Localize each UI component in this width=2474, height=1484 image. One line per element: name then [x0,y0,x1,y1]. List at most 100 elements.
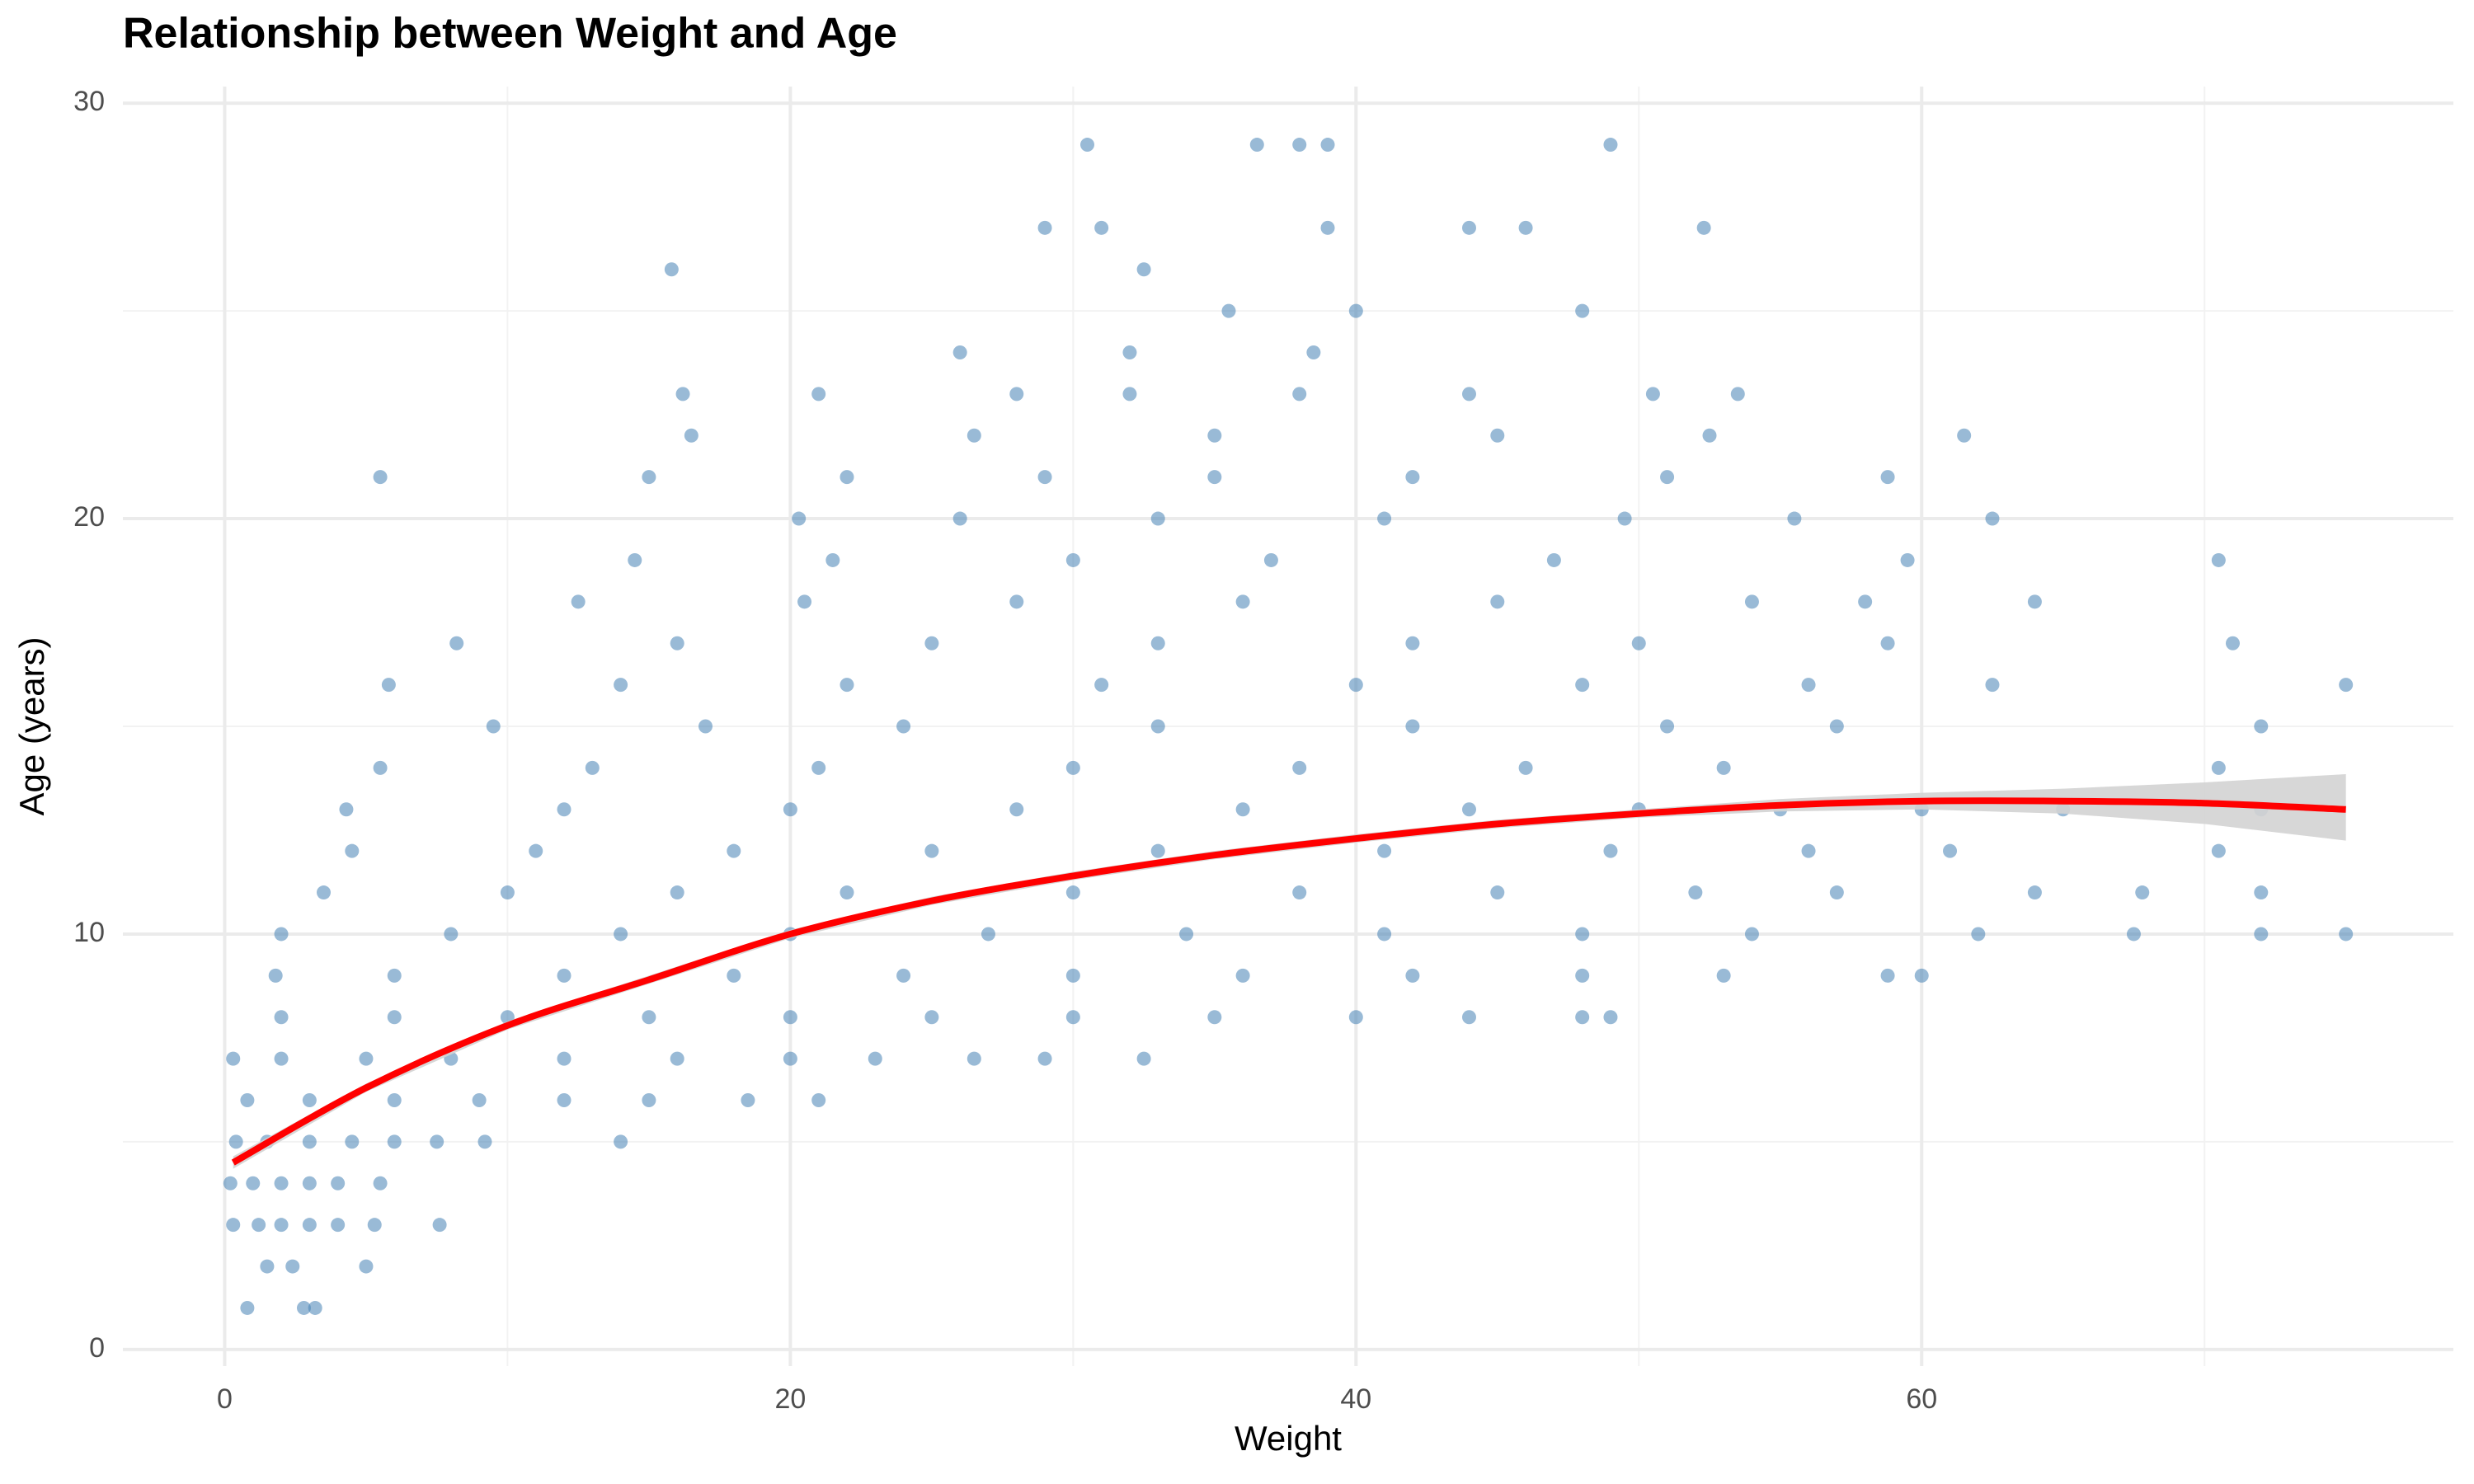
data-point [811,760,826,775]
data-point [684,428,698,443]
data-point [223,1176,238,1190]
x-tick-label: 60 [1906,1383,1937,1415]
data-point [373,760,388,775]
data-point [670,636,684,650]
data-point [2254,885,2269,900]
data-point [1985,511,2000,526]
data-point [1490,428,1505,443]
data-point [387,1134,402,1149]
data-point [444,927,459,942]
data-point [1575,303,1590,318]
data-point [1207,470,1222,485]
data-point [268,968,283,983]
data-point [614,678,628,693]
data-point [1575,968,1590,983]
data-point [783,1051,797,1066]
data-point [308,1300,322,1315]
y-tick-label: 10 [73,917,105,948]
data-point [373,1176,388,1190]
data-point [1645,387,1660,402]
data-point [840,885,854,900]
data-point [1207,428,1222,443]
data-point [664,262,679,277]
data-point [432,1218,447,1233]
data-point [1518,760,1533,775]
data-point [373,470,388,485]
data-point [1405,470,1420,485]
data-point [1079,138,1094,153]
data-point [1787,511,1802,526]
data-point [359,1259,374,1274]
data-point [1716,760,1731,775]
data-point [240,1300,255,1315]
data-point [1179,927,1194,942]
data-point [1094,678,1109,693]
data-point [1320,220,1335,235]
y-tick-label: 30 [73,86,105,117]
data-point [1065,885,1080,900]
data-point [1575,927,1590,942]
data-point [1730,387,1745,402]
data-point [952,345,967,359]
data-point [1943,843,1958,858]
data-point [449,636,464,650]
x-tick-label: 20 [774,1383,806,1415]
x-tick-label: 0 [217,1383,233,1415]
data-point [1617,511,1632,526]
data-point [240,1093,255,1108]
data-point [1150,843,1165,858]
data-point [868,1051,882,1066]
data-point [1150,636,1165,650]
data-point [345,1134,360,1149]
data-point [797,594,812,609]
data-point [1122,345,1137,359]
data-point [1377,843,1392,858]
data-point [486,719,501,734]
data-point [1235,594,1250,609]
data-point [1292,387,1307,402]
data-point [1461,802,1476,817]
data-point [2126,927,2141,942]
data-point [1631,636,1646,650]
data-point [1037,470,1052,485]
data-point [727,843,741,858]
data-point [614,927,628,942]
data-point [1009,802,1024,817]
data-point [557,1093,571,1108]
data-point [675,387,690,402]
data-point [811,387,826,402]
y-tick-label: 0 [89,1332,105,1364]
data-point [1461,220,1476,235]
data-point [825,552,840,567]
data-point [1292,138,1307,153]
data-point [381,678,396,693]
data-point [1037,220,1052,235]
data-point [1348,303,1363,318]
data-point [1136,1051,1151,1066]
data-point [896,968,911,983]
data-point [228,1134,243,1149]
data-point [557,968,571,983]
data-point [1122,387,1137,402]
data-point [1688,885,1703,900]
data-point [1603,1010,1618,1025]
data-point [1546,552,1561,567]
data-point [557,1051,571,1066]
data-point [2211,760,2226,775]
data-point [472,1093,487,1108]
data-point [1914,968,1929,983]
data-point [1880,470,1895,485]
data-point [2339,927,2354,942]
data-point [614,1134,628,1149]
data-point [1880,636,1895,650]
data-point [1348,1010,1363,1025]
data-point [967,1051,981,1066]
data-point [1235,802,1250,817]
data-point [274,1051,289,1066]
data-point [302,1093,317,1108]
data-point [1065,760,1080,775]
data-point [642,470,656,485]
data-point [331,1218,346,1233]
data-point [1377,927,1392,942]
